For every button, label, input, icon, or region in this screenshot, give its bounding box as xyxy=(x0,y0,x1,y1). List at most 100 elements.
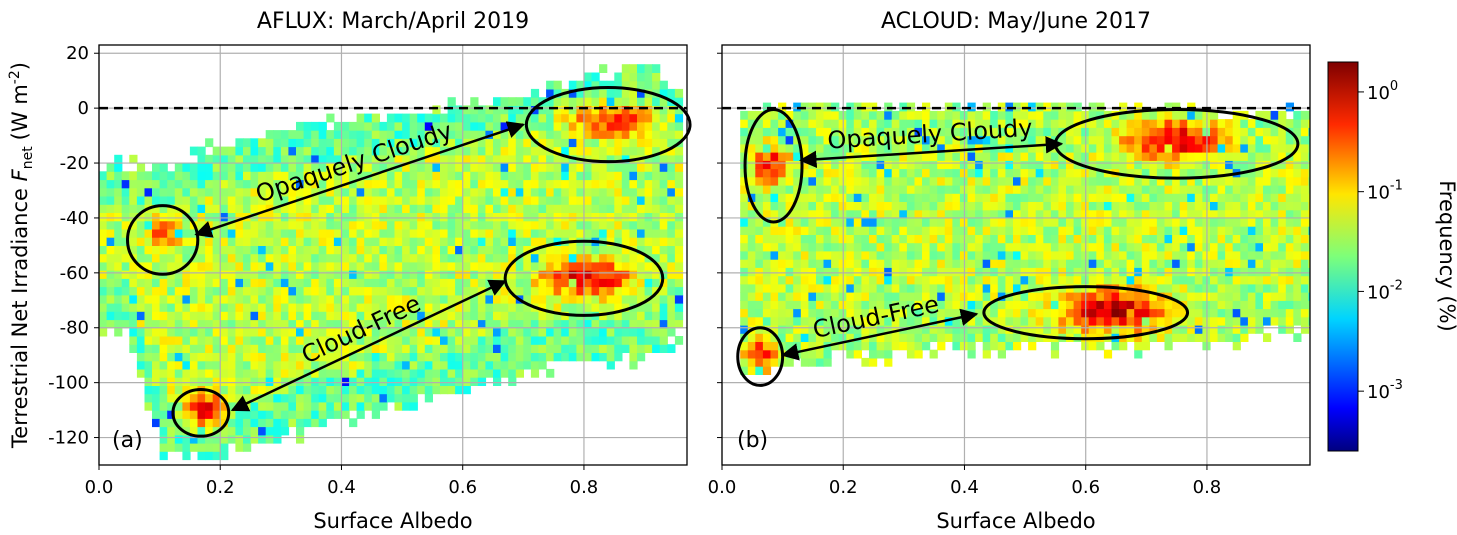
heatmap-cell xyxy=(652,80,661,90)
heatmap-cell xyxy=(174,344,183,353)
heatmap-cell xyxy=(621,138,630,148)
heatmap-cell xyxy=(982,283,991,293)
heatmap-cell xyxy=(265,261,274,271)
heatmap-cell xyxy=(402,368,411,378)
heatmap-cell xyxy=(546,336,555,345)
heatmap-cell xyxy=(386,212,396,222)
x-tick-label: 0.6 xyxy=(1071,477,1100,498)
heatmap-cell xyxy=(1050,242,1060,252)
heatmap-cell xyxy=(1255,259,1264,268)
heatmap-cell xyxy=(1005,341,1014,351)
heatmap-cell xyxy=(1043,160,1052,170)
heatmap-cell xyxy=(1270,226,1279,235)
heatmap-cell xyxy=(770,316,779,326)
heatmap-cell xyxy=(1308,292,1310,301)
y-tick-label: 0 xyxy=(78,98,89,119)
heatmap-cell xyxy=(1270,127,1279,137)
heatmap-cell xyxy=(629,228,638,238)
heatmap-cell xyxy=(553,179,562,189)
heatmap-cell xyxy=(861,259,870,268)
heatmap-cell xyxy=(205,204,214,213)
heatmap-cell xyxy=(424,303,433,312)
heatmap-cell xyxy=(975,292,984,301)
heatmap-cell xyxy=(1179,209,1188,219)
heatmap-cell xyxy=(440,179,449,189)
heatmap-cell xyxy=(637,146,646,156)
heatmap-cell xyxy=(129,286,138,296)
heatmap-cell xyxy=(1232,250,1241,260)
heatmap-cell xyxy=(341,220,350,230)
heatmap-cell xyxy=(1225,193,1234,202)
heatmap-cell xyxy=(952,275,961,285)
heatmap-cell xyxy=(922,250,931,260)
heatmap-cell xyxy=(1285,275,1294,285)
heatmap-cell xyxy=(318,311,327,321)
heatmap-cell xyxy=(311,130,320,139)
heatmap-cell xyxy=(1111,250,1120,260)
heatmap-cell xyxy=(220,426,229,436)
heatmap-cell xyxy=(1293,127,1302,137)
heatmap-cell xyxy=(1096,267,1105,277)
heatmap-cell xyxy=(432,196,441,205)
heatmap-cell xyxy=(424,393,433,403)
heatmap-cell xyxy=(546,154,555,164)
heatmap-cell xyxy=(583,97,593,106)
heatmap-cell xyxy=(462,105,471,115)
heatmap-cell xyxy=(1210,226,1219,235)
heatmap-cell xyxy=(273,360,282,370)
heatmap-cell xyxy=(869,168,878,178)
heatmap-cell xyxy=(379,270,388,279)
heatmap-cell xyxy=(800,250,809,260)
heatmap-cell xyxy=(922,119,931,128)
heatmap-cell xyxy=(621,212,630,222)
heatmap-cell xyxy=(816,226,825,235)
heatmap-cell xyxy=(975,275,984,285)
heatmap-cell xyxy=(538,121,547,131)
heatmap-cell xyxy=(1225,283,1234,293)
heatmap-cell xyxy=(652,204,661,213)
heatmap-cell xyxy=(546,237,555,246)
heatmap-cell xyxy=(1156,333,1166,342)
heatmap-cell xyxy=(523,327,532,337)
heatmap-cell xyxy=(546,179,555,189)
heatmap-cell xyxy=(606,80,615,90)
heatmap-cell xyxy=(136,253,146,263)
heatmap-cell xyxy=(861,234,870,244)
heatmap-cell xyxy=(500,163,509,172)
heatmap-cell xyxy=(485,121,494,131)
heatmap-cell xyxy=(853,176,862,186)
heatmap-cell xyxy=(1263,176,1272,186)
heatmap-cell xyxy=(243,278,252,288)
heatmap-cell xyxy=(823,267,832,277)
heatmap-cell xyxy=(1172,308,1181,318)
heatmap-cell xyxy=(152,245,161,255)
heatmap-cell xyxy=(922,102,931,112)
heatmap-cell xyxy=(576,105,585,115)
heatmap-cell xyxy=(553,196,562,205)
heatmap-cell xyxy=(1232,316,1241,326)
heatmap-cell xyxy=(800,357,809,367)
heatmap-cell xyxy=(174,327,183,337)
heatmap-cell xyxy=(1134,193,1143,202)
heatmap-cell xyxy=(493,303,502,312)
heatmap-cell xyxy=(508,352,517,362)
heatmap-cell xyxy=(167,418,176,428)
heatmap-cell xyxy=(891,217,900,227)
heatmap-cell xyxy=(402,113,411,123)
heatmap-cell xyxy=(568,344,577,353)
heatmap-cell xyxy=(417,196,426,205)
heatmap-cell xyxy=(174,294,183,304)
heatmap-cell xyxy=(1043,152,1052,161)
heatmap-cell xyxy=(785,267,794,277)
heatmap-cell xyxy=(462,146,471,156)
heatmap-cell xyxy=(1270,267,1279,277)
heatmap-cell xyxy=(944,267,953,277)
heatmap-cell xyxy=(205,237,214,246)
heatmap-cell xyxy=(1255,152,1264,161)
heatmap-cell xyxy=(606,270,615,279)
heatmap-cell xyxy=(470,352,479,362)
heatmap-cell xyxy=(793,201,802,211)
ylabel-subscript: net xyxy=(20,146,36,169)
heatmap-cell xyxy=(1255,168,1264,178)
heatmap-cell xyxy=(853,259,862,268)
